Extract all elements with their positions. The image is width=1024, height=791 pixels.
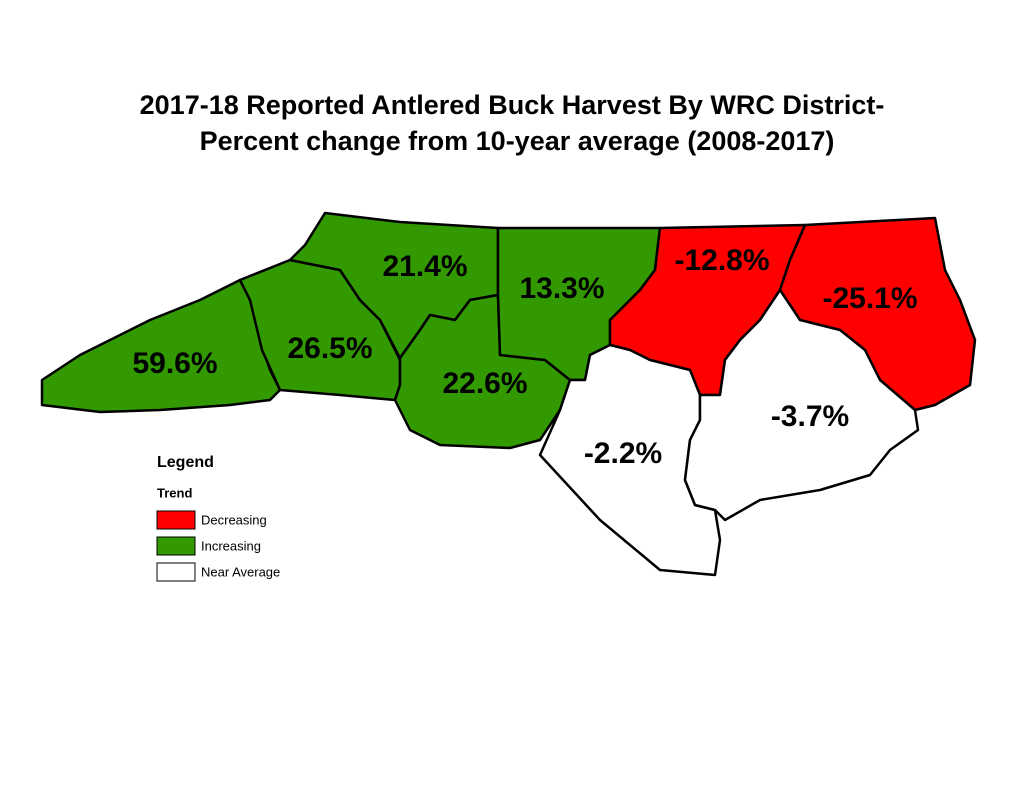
legend: Decreasing Increasing Near Average (156, 510, 280, 582)
legend-subtitle: Trend (157, 485, 192, 500)
title-line: Percent change from 10-year average (200… (200, 126, 835, 156)
district-label: -25.1% (822, 282, 917, 315)
legend-label: Decreasing (201, 512, 267, 527)
district-label: 22.6% (442, 367, 527, 400)
legend-swatch (156, 510, 196, 530)
district-label: 21.4% (382, 250, 467, 283)
districts (40, 211, 977, 577)
legend-swatch (156, 562, 196, 582)
legend-title: Legend (157, 454, 214, 471)
legend-label: Near Average (201, 564, 280, 579)
district-label: -2.2% (584, 437, 662, 470)
district-labels: 59.6% 26.5% 21.4% 22.6% 13.3% -12.8% -25.1% -2.… (132, 244, 917, 470)
legend-swatch (156, 536, 196, 556)
district-label: -12.8% (674, 244, 769, 277)
district-label: 26.5% (287, 332, 372, 365)
district (683, 288, 920, 522)
legend-label: Increasing (201, 538, 261, 553)
district-label: 13.3% (519, 272, 604, 305)
district-label: 59.6% (132, 347, 217, 380)
district-label: -3.7% (771, 400, 849, 433)
title-line: 2017-18 Reported Antlered Buck Harvest B… (140, 90, 885, 120)
